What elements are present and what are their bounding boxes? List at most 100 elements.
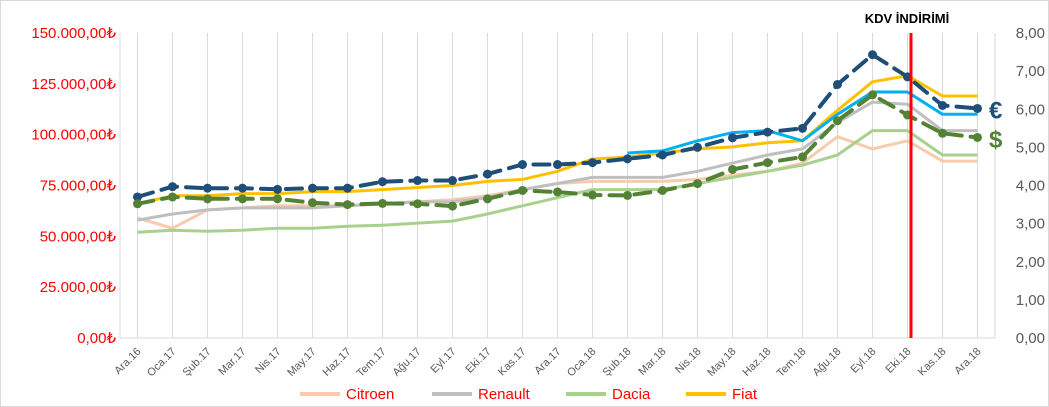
right-tick-label: 3,00 — [1016, 216, 1045, 233]
right-axis-ticks: 0,00 1,00 2,00 3,00 4,00 5,00 6,00 7,00 8,00 — [1016, 25, 1045, 347]
series-point — [448, 176, 457, 186]
right-tick-label: 5,00 — [1016, 139, 1045, 156]
left-tick-label: 75.000,00₺ — [40, 178, 117, 195]
x-tick-label: Kas.18 — [916, 346, 949, 379]
series-point — [553, 187, 562, 197]
series-point — [483, 169, 492, 179]
series-point — [448, 201, 457, 211]
series-line — [627, 90, 978, 155]
legend: Citroen Renault Dacia Fiat — [300, 386, 758, 403]
series-point — [308, 183, 317, 193]
right-tick-label: 1,00 — [1016, 292, 1045, 309]
right-tick-label: 8,00 — [1016, 25, 1045, 42]
series-point — [658, 150, 667, 160]
x-tick-label: Tem.18 — [775, 346, 809, 380]
series-point — [623, 190, 632, 200]
series-point — [308, 198, 317, 208]
legend-label: Renault — [478, 386, 531, 403]
series-point — [798, 152, 807, 162]
series-point — [588, 190, 597, 200]
legend-label: Fiat — [732, 386, 758, 403]
series-point — [693, 179, 702, 189]
right-tick-label: 0,00 — [1016, 330, 1045, 347]
x-tick-label: Nis.18 — [673, 346, 704, 377]
series-point — [728, 164, 737, 174]
series-point — [378, 177, 387, 187]
series-point — [693, 142, 702, 152]
series-point — [868, 50, 877, 60]
x-tick-label: Şub.17 — [180, 346, 213, 379]
currency-marker: € — [989, 97, 1002, 124]
annotation-label: KDV İNDİRİMİ — [865, 11, 950, 26]
series-point — [273, 194, 282, 204]
series-point — [168, 192, 177, 202]
series-point — [203, 194, 212, 204]
series-point — [413, 199, 422, 209]
x-tick-label: Oca.17 — [145, 346, 179, 380]
x-tick-label: Eki.17 — [464, 346, 494, 376]
series-group — [133, 50, 982, 234]
series-point — [168, 182, 177, 192]
series-point — [763, 127, 772, 137]
series-point — [273, 184, 282, 194]
x-tick-label: Eyl.17 — [429, 346, 459, 376]
x-tick-label: May.17 — [285, 346, 318, 379]
series-point — [378, 198, 387, 208]
x-tick-label: Tem.17 — [355, 346, 389, 380]
legend-label: Citroen — [346, 386, 394, 403]
left-tick-label: 50.000,00₺ — [40, 228, 117, 245]
x-tick-label: Haz.18 — [740, 346, 773, 379]
series-point — [623, 154, 632, 164]
x-tick-label: Mar.17 — [216, 346, 248, 378]
right-tick-label: 7,00 — [1016, 63, 1045, 80]
series-point — [868, 90, 877, 100]
x-tick-label: Eyl.18 — [849, 346, 879, 376]
series-point — [238, 194, 247, 204]
x-tick-label: Ara.17 — [532, 346, 563, 377]
x-tick-label: May.18 — [705, 346, 738, 379]
x-tick-label: Haz.17 — [320, 346, 353, 379]
series-point — [588, 158, 597, 168]
right-tick-label: 4,00 — [1016, 178, 1045, 195]
series-point — [938, 128, 947, 138]
gridlines — [137, 33, 978, 338]
series-point — [763, 158, 772, 168]
series-line — [137, 129, 978, 234]
series-point — [483, 194, 492, 204]
series-point — [518, 160, 527, 170]
series-point — [343, 183, 352, 193]
series-point — [798, 123, 807, 133]
series-point — [133, 199, 142, 209]
series-point — [518, 185, 527, 195]
x-tick-label: Şub.18 — [600, 346, 633, 379]
series-point — [238, 183, 247, 193]
series-point — [728, 133, 737, 143]
series-point — [973, 103, 982, 113]
series-point — [343, 200, 352, 210]
series-point — [658, 185, 667, 195]
series-point — [833, 79, 842, 89]
x-tick-label: Kas.17 — [496, 346, 529, 379]
left-tick-label: 125.000,00₺ — [31, 76, 116, 93]
x-axis-ticks: Ara.16 Oca.17 Şub.17 Mar.17 Nis.17 May.17 Haz.… — [112, 346, 983, 380]
x-tick-label: Ağu.18 — [810, 346, 843, 379]
series-point — [973, 132, 982, 142]
left-axis-ticks: 0,00₺ 25.000,00₺ 50.000,00₺ 75.000,00₺ 100.0… — [31, 25, 116, 347]
x-tick-label: Oca.18 — [565, 346, 599, 380]
series-point — [133, 192, 142, 202]
left-tick-label: 0,00₺ — [77, 330, 116, 347]
right-tick-label: 2,00 — [1016, 254, 1045, 271]
x-tick-label: Ara.16 — [112, 346, 143, 377]
x-tick-label: Eki.18 — [884, 346, 914, 376]
x-tick-label: Ağu.17 — [390, 346, 423, 379]
series-point — [553, 160, 562, 170]
left-tick-label: 100.000,00₺ — [31, 127, 116, 144]
series-point — [938, 100, 947, 110]
x-tick-label: Ara.18 — [952, 346, 983, 377]
series-point — [413, 176, 422, 186]
left-tick-label: 150.000,00₺ — [31, 25, 116, 42]
right-tick-label: 6,00 — [1016, 101, 1045, 118]
series-point — [833, 116, 842, 126]
